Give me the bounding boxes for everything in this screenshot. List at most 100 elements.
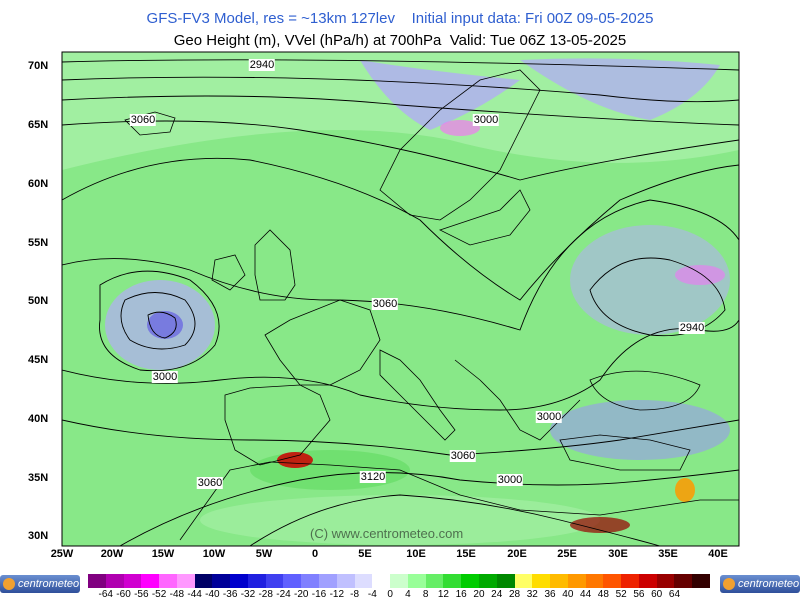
lon-label: 15W <box>151 548 175 560</box>
contour-line <box>589 257 726 337</box>
contour-label: 3000 <box>496 474 524 486</box>
field-title: Geo Height (m), VVel (hPa/h) at 700hPa V… <box>173 32 627 49</box>
contour-label: 2940 <box>678 322 706 334</box>
contour-line <box>62 120 739 181</box>
coast-italy <box>379 349 456 441</box>
color-tick-label: 20 <box>473 589 485 600</box>
coast-baltic <box>438 189 531 246</box>
coast-ireland <box>211 254 246 291</box>
color-tick-label: 16 <box>455 589 467 600</box>
coast-britain <box>254 229 296 301</box>
lon-label: 5W <box>255 548 273 560</box>
field-region-updraft-5 <box>675 265 725 285</box>
color-swatch <box>88 574 107 588</box>
color-swatch <box>550 574 569 588</box>
lat-label: 50N <box>28 295 49 307</box>
lon-label: 5E <box>358 548 372 560</box>
field-region-black-sea <box>550 400 730 460</box>
color-swatch <box>621 574 640 588</box>
color-swatch <box>567 574 587 588</box>
watermark: (C) www.centrometeo.com <box>310 526 464 541</box>
lon-label: 10W <box>202 548 226 560</box>
color-tick-label: -60 <box>116 589 131 600</box>
color-tick-label: 56 <box>633 589 645 600</box>
color-tick-label: -32 <box>240 589 256 600</box>
color-tick-label: -24 <box>276 589 291 600</box>
color-swatch <box>585 574 604 588</box>
color-tick-label: 52 <box>615 589 627 600</box>
lon-label: 40E <box>708 548 728 560</box>
color-swatch <box>354 574 373 588</box>
color-tick-label: -16 <box>311 589 327 600</box>
color-tick-label: -64 <box>98 589 113 600</box>
contour-label: 3000 <box>151 371 179 383</box>
color-tick-label: 32 <box>526 589 538 600</box>
color-swatch <box>247 574 267 588</box>
color-swatch <box>230 574 249 588</box>
coast-africa <box>179 461 739 541</box>
brand-logo-right: centrometeo <box>720 575 800 593</box>
lon-label: 35E <box>658 548 678 560</box>
color-tick-label: 44 <box>580 589 592 600</box>
contour-label: 3060 <box>371 298 399 310</box>
color-swatch <box>692 574 711 588</box>
color-tick-label: 8 <box>422 589 429 600</box>
coast-black-sea <box>589 370 701 411</box>
lon-label: 20W <box>100 548 124 560</box>
color-tick-label: -28 <box>258 589 273 600</box>
lat-label: 40N <box>28 413 49 425</box>
color-swatch <box>390 574 409 588</box>
brand-logo-left: centrometeo <box>0 575 80 593</box>
color-swatch <box>603 574 622 588</box>
contour-line <box>62 95 739 126</box>
contour-label: 3000 <box>472 114 500 126</box>
color-swatch <box>478 574 498 588</box>
lon-label: 15E <box>456 548 476 560</box>
contour-line <box>119 469 739 546</box>
contour-line <box>62 76 739 103</box>
lon-label: 25W <box>50 548 74 560</box>
lon-label: 0 <box>311 548 319 560</box>
field-region-low-center <box>147 311 183 339</box>
color-tick-label: -36 <box>222 589 238 600</box>
color-swatch <box>141 574 160 588</box>
color-swatch <box>123 574 142 588</box>
field-region-updraft-4 <box>440 120 480 136</box>
color-tick-label: 40 <box>562 589 574 600</box>
color-swatch <box>265 574 284 588</box>
lat-label: 70N <box>28 60 49 72</box>
color-tick-label: 28 <box>508 589 521 600</box>
field-region-mediterranean <box>250 450 410 490</box>
coast-france <box>264 299 381 386</box>
field-region-strong-updraft-2 <box>675 478 695 502</box>
lat-label: 45N <box>28 354 49 366</box>
field-region-strong-updraft-3 <box>570 517 630 533</box>
color-tick-label: -20 <box>294 589 309 600</box>
color-swatch <box>176 574 196 588</box>
color-swatch <box>674 574 693 588</box>
color-tick-label: 4 <box>405 589 411 600</box>
color-swatch <box>105 574 125 588</box>
color-swatch <box>194 574 213 588</box>
color-swatch <box>159 574 178 588</box>
contour-line <box>62 199 739 331</box>
lat-label: 30N <box>28 530 49 542</box>
color-tick-label: -4 <box>367 589 377 600</box>
field-region-strong-updraft-1 <box>277 452 313 468</box>
model-title: GFS-FV3 Model, res = ~13km 127lev Initia… <box>146 10 654 27</box>
color-swatch <box>319 574 338 588</box>
map-frame <box>61 51 740 547</box>
color-swatch <box>496 574 515 588</box>
color-tick-label: -48 <box>169 589 185 600</box>
color-tick-label: 48 <box>597 589 609 600</box>
color-tick-label: 60 <box>651 589 663 600</box>
contour-label: 2940 <box>248 59 276 71</box>
color-swatch <box>532 574 551 588</box>
color-swatch <box>425 574 444 588</box>
coast-scandinavia <box>379 69 541 221</box>
color-swatch <box>301 574 320 588</box>
contour-line <box>99 270 220 372</box>
field-region-lavender-arctic <box>520 58 720 120</box>
contour-label: 3060 <box>129 114 157 126</box>
color-swatch <box>212 574 231 588</box>
